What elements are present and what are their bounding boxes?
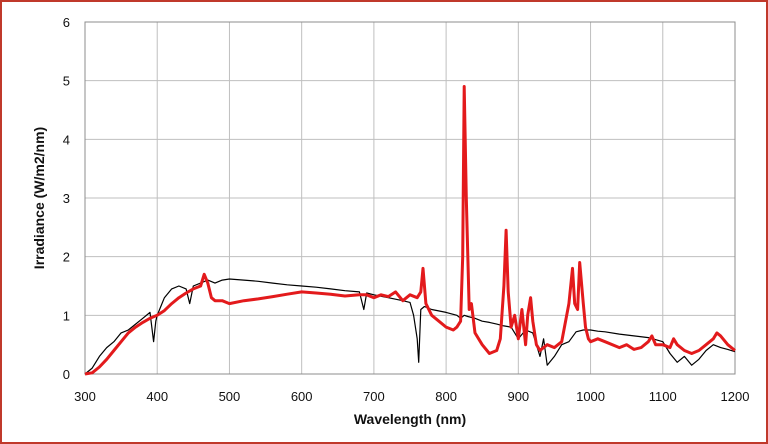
x-tick-label: 500 [219,389,241,404]
y-axis-title: Irradiance (W/m2/nm) [31,127,47,269]
grid-lines [84,21,736,375]
x-tick-label: 1100 [649,389,677,404]
y-tick-label: 5 [63,74,70,89]
y-tick-label: 0 [63,367,70,382]
x-tick-label: 600 [291,389,313,404]
y-tick-label: 6 [63,15,70,30]
x-tick-label: 300 [74,389,96,404]
y-tick-label: 4 [63,132,70,147]
y-tick-label: 1 [63,308,70,323]
x-tick-label: 400 [146,389,168,404]
x-tick-label: 1000 [576,389,605,404]
x-tick-labels: 300 400 500 600 700 800 900 1000 1100 1200 [74,389,749,404]
x-axis-title: Wavelength (nm) [354,411,466,427]
red-series-line [84,85,736,376]
x-tick-label: 800 [435,389,457,404]
y-tick-label: 2 [63,250,70,265]
x-tick-label: 900 [507,389,529,404]
series-lines [84,85,736,376]
x-tick-label: 1200 [721,389,750,404]
y-tick-labels: 0 1 2 3 4 5 6 [63,15,70,382]
y-tick-label: 3 [63,191,70,206]
x-tick-label: 700 [363,389,385,404]
black-series-line [84,278,736,375]
plot-area-border [84,21,736,375]
